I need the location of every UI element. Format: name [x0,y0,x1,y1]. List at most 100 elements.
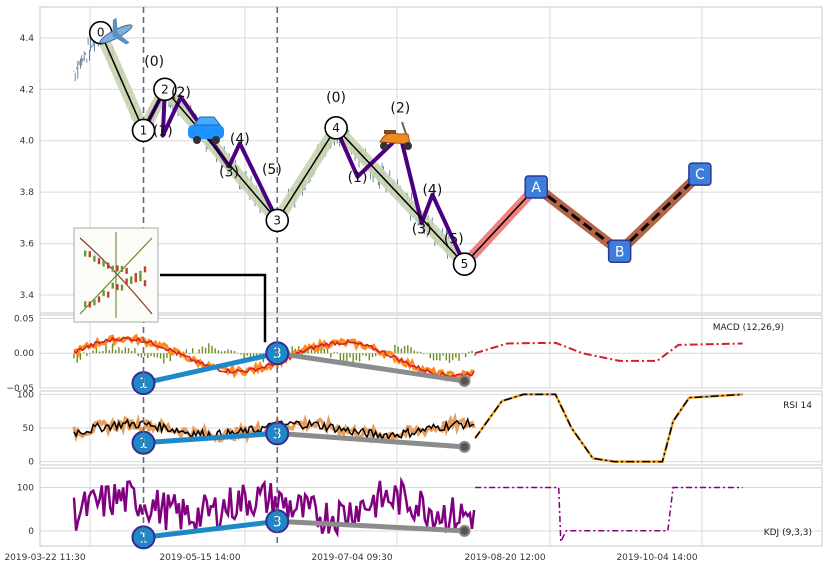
kdj-label: KDJ (9,3,3) [764,528,812,538]
divergence-end-dot [458,524,471,537]
sub-wave-label: (4) [422,183,442,199]
divergence-grey-line [274,430,467,450]
scooter-wheel [380,142,388,150]
kdj-forecast-line [475,486,743,543]
thumbnail-candle [120,265,124,272]
sub-wave-label: (5) [444,232,464,248]
macd-label: MACD (12,26,9) [713,323,784,333]
forecast-marker-label: C [695,167,705,183]
car-wheel [212,136,220,144]
thumbnail-candle [84,301,87,308]
sub-wave-label: (0) [326,90,346,106]
forecast-marker-label: A [531,180,541,196]
forecast-marker-label: B [615,244,625,260]
thumbnail-candle [134,276,137,283]
thumbnail-candle [111,265,114,272]
wave-point-label: 0 [97,26,105,40]
wave-point-label: 1 [140,123,148,137]
thumbnail-curve [79,237,153,315]
y-tick-labels: 3.43.63.84.04.24.40.050.00−0.05100500100… [6,34,34,537]
thumbnail-connector [160,273,267,343]
scooter-seat [384,130,396,134]
divergence-marker-label: 3 [273,426,282,442]
y-tick-label: 0.05 [14,314,34,324]
y-tick-label: 0 [28,458,34,468]
divergence-end-dot [458,440,471,453]
divergence-grey-line [274,350,467,384]
thumbnail-candle [134,273,137,280]
airplane-wing [112,33,130,45]
y-tick-label: 3.8 [20,188,35,198]
thumbnail-candle [116,265,119,272]
thumbnail-candle [93,299,96,306]
y-tick-label: 50 [23,424,35,434]
y-tick-label: 0.00 [14,349,34,359]
divergence-blue-line [141,430,280,446]
icon-layer [73,17,412,323]
y-tick-label: 4.2 [20,85,34,95]
wave-point-circle [153,77,177,102]
x-tick-label: 2019-07-04 09:30 [311,553,392,563]
forecast-dash-line [463,186,537,265]
car-wheel [193,136,201,144]
thumbnail-candle [88,251,91,258]
macd-forecast-line [474,341,743,362]
scooter-handle [401,121,407,135]
wave-point-label: 3 [273,213,281,227]
wave-point-label: 4 [332,121,340,135]
thumbnail-candle [143,280,147,287]
thumbnail-candle [93,255,96,262]
sub-wave-label: (3) [412,221,432,237]
divergence-marker-label: 1 [139,436,148,452]
thumbnail-candle [111,282,114,289]
thumbnail-candle [97,296,101,303]
x-tick-label: 2019-03-22 11:30 [4,553,85,563]
sub-wave-label: (3) [219,165,239,181]
thumbnail-curve [79,237,153,315]
wave-point-circle [324,116,348,140]
thumbnail-candle [84,250,87,257]
thumbnail-candle [125,267,128,274]
thumbnail-candle [125,278,128,285]
rsi-forecast-line [474,393,743,463]
y-tick-label: 100 [17,484,34,494]
forecast-marker-box [524,175,548,199]
x-tick-labels: 2019-03-22 11:30 2019-05-15 14:00 2019-07-… [4,553,697,563]
airplane-icon [99,17,133,45]
x-tick-label: 2019-10-04 14:00 [616,553,697,563]
y-tick-label: 3.6 [20,240,35,250]
wave-main-line [100,32,466,265]
sub-wave-label: (0) [144,54,164,70]
thumbnail-candle [107,262,110,269]
divergence-end-dot [458,375,471,388]
forecast-marker-box [688,162,712,186]
scooter-wheel [404,142,412,150]
thumbnail-candle [97,258,101,265]
indicator-layer: 131313 [72,273,743,550]
y-tick-label: 4.0 [20,137,35,147]
wave-point-circle [452,252,477,276]
thumbnail-candle [139,275,142,282]
y-tick-label: 4.4 [20,34,35,44]
airplane-wing [112,17,118,36]
thumbnail-candle [88,301,91,308]
car-body [188,125,224,139]
y-tick-label: −0.05 [6,384,34,394]
divergence-blue-line [141,350,280,386]
wave-point-label: 5 [461,257,469,271]
thumbnail-candle [102,260,105,267]
wave-point-label: 2 [161,82,169,96]
car-cabin [193,116,221,126]
y-tick-label: 100 [17,390,34,400]
thumbnail-candle [130,277,133,284]
sub-wave-label: (4) [230,131,250,147]
divergence-marker-label: 1 [139,376,148,392]
thumbnail-candle [120,284,124,291]
forecast-dash-line [535,185,621,253]
car-icon [188,116,224,144]
kdj-line [72,476,476,538]
sub-wave-label: (1) [153,124,173,140]
thumbnail-candle [107,291,110,298]
thumbnail-candle [139,270,142,277]
